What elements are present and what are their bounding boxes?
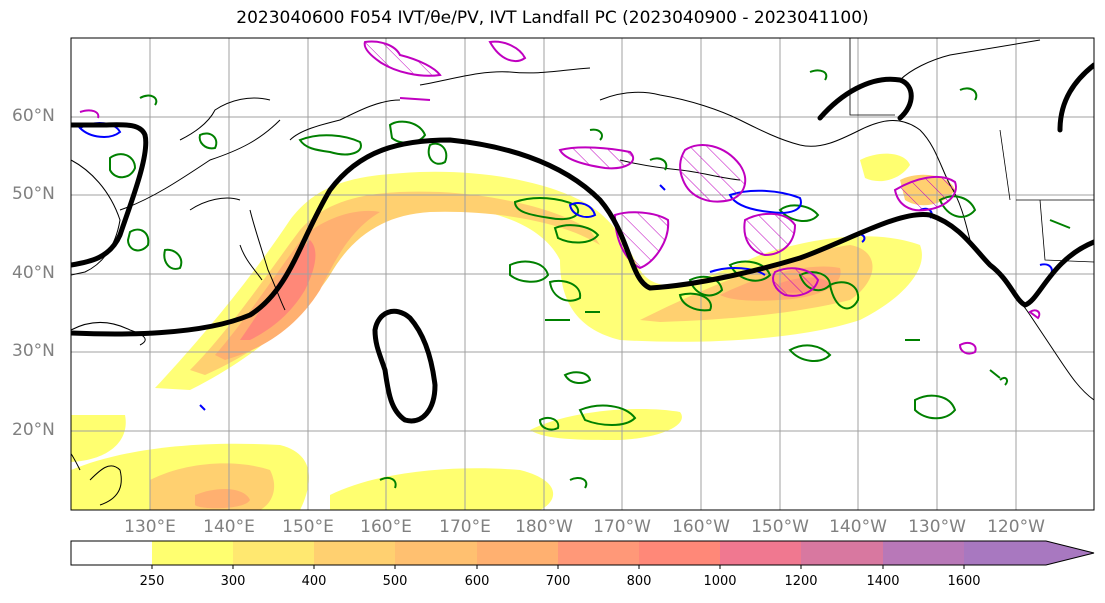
political-borders [849, 38, 1094, 263]
lat-label-30n: 30°N [12, 341, 55, 361]
ivt-filled-region [860, 153, 910, 182]
ivt-filled-region [71, 415, 126, 462]
lon-label-150w: 150°W [751, 517, 809, 537]
colorbar-label: 1400 [866, 574, 900, 589]
ivt-black-contours [71, 62, 1094, 424]
colorbar-label: 400 [301, 574, 327, 589]
ivt-filled-region [195, 488, 250, 509]
lon-label-170e: 170°E [439, 517, 491, 537]
map-title: 2023040600 F054 IVT/θe/PV, IVT Landfall … [236, 8, 869, 28]
colorbar-label: 1200 [784, 574, 818, 589]
lat-label-40n: 40°N [12, 263, 55, 283]
lon-label-140e: 140°E [203, 517, 255, 537]
colorbar-label: 500 [382, 574, 408, 589]
landfall-pc-contours [79, 40, 1041, 355]
lon-label-130e: 130°E [124, 517, 176, 537]
lon-label-140w: 140°W [829, 517, 887, 537]
colorbar-label: 700 [545, 574, 571, 589]
lon-label-160w: 160°W [672, 517, 730, 537]
colorbar-label: 250 [139, 574, 165, 589]
map-frame [70, 37, 1095, 511]
colorbar-label: 1000 [703, 574, 737, 589]
graticule [71, 38, 1094, 510]
lon-label-180w: 180°W [515, 517, 573, 537]
colorbar-label: 1600 [947, 574, 981, 589]
lon-label-160e: 160°E [360, 517, 412, 537]
lat-label-50n: 50°N [12, 184, 55, 204]
lon-label-120w: 120°W [987, 517, 1045, 537]
colorbar-label: 600 [464, 574, 490, 589]
colorbar-label: 800 [626, 574, 652, 589]
coastlines [71, 39, 1094, 506]
colorbar-label: 300 [220, 574, 246, 589]
lon-label-170w: 170°W [593, 517, 651, 537]
colorbar [70, 540, 1095, 569]
lat-label-20n: 20°N [12, 420, 55, 440]
lon-label-130w: 130°W [908, 517, 966, 537]
lon-label-150e: 150°E [282, 517, 334, 537]
lat-label-60n: 60°N [12, 106, 55, 126]
